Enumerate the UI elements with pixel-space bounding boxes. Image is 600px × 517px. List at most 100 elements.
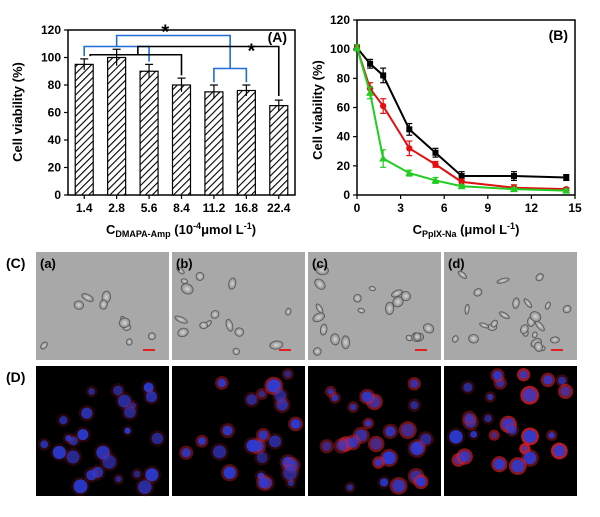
panel-b-point [457,182,466,190]
panel-a-bar [139,70,159,196]
nucleus [117,394,131,408]
brightfield-cell [391,289,403,298]
nucleus [258,430,269,440]
nucleus [198,437,206,446]
panel-a-x-tick-label: 22.4 [267,201,291,215]
panel-b-x-tick-label: 9 [484,201,491,215]
panel-b-point [432,149,439,156]
nucleus [410,441,424,456]
nucleus [151,432,164,445]
panel-a-bar [107,56,127,196]
brightfield-cell [490,319,498,328]
nucleus [217,378,227,388]
nucleus [346,484,354,491]
panel-a-y-tick-label: 80 [48,78,62,92]
nucleus [290,418,301,429]
panel-b-point [432,161,439,168]
brightfield-cell [353,293,362,303]
panel-b-series-line [356,47,567,191]
nucleus [523,451,537,465]
brightfield-cell [180,283,194,295]
panel-a-x-tick-label: 11.2 [203,201,226,215]
brightfield-cell [531,331,538,339]
nucleus [258,477,269,489]
panel-a-y-tick-label: 20 [48,161,62,175]
panel-b-y-tick-label: 0 [343,188,350,202]
nucleus [274,389,287,402]
brightfield-cell [479,322,490,329]
brightfield-cell [341,335,351,350]
brightfield-cell [529,311,542,322]
panel-a-x-axis-label: CDMAPA-Amp (10-4μmol L-1) [106,221,256,239]
brightfield-cell [199,321,209,330]
panel-b-x-tick-label: 3 [397,201,404,215]
micrograph-panel-label: (d) [448,256,465,271]
brightfield-cell [269,340,284,350]
nucleus [370,438,382,450]
nucleus [382,451,396,465]
panel-b-y-tick-label: 20 [337,159,351,173]
panel-b-point [562,186,571,194]
brightfield-cell [40,341,48,350]
nucleus [246,394,258,405]
nucleus [66,450,80,464]
brightfield-cell [315,265,329,276]
brightfield-cell [534,341,543,353]
micrograph-row-c: (C) (a) (b) (c) (d) [6,252,577,360]
panel-b-point [458,173,465,180]
brightfield-background [172,252,305,360]
nucleus [81,407,93,419]
panel-b-point [353,43,361,51]
nucleus [133,470,141,478]
brightfield-cell [498,311,510,320]
nucleus [276,399,288,411]
panel-b-line-chart: (B) Cell viability (%) CPpIX-Na (μmol L-… [310,13,582,239]
brightfield-cell [473,288,483,297]
panel-a-bracket-blue-connector [115,34,231,69]
nucleus [331,394,339,402]
nucleus [487,393,494,401]
nucleus [145,468,159,482]
panel-a-bracket-black-connector [137,45,269,55]
nucleus [223,466,236,479]
nucleus [246,439,259,453]
panel-b-x-tick-label: 6 [441,201,448,215]
nucleus [492,370,503,380]
panel-b-point [510,173,517,180]
brightfield-panel: (a) [36,252,169,360]
brightfield-cell [457,270,468,279]
brightfield-cell [535,273,544,282]
brightfield-cell [523,298,533,309]
panel-a-bar [74,63,94,196]
brightfield-cell [126,338,133,346]
nucleus [115,476,122,483]
panel-a-bar [171,84,192,196]
panel-a-x-tick-label: 5.6 [141,201,158,215]
panel-a-bracket-black-right [268,45,280,96]
brightfield-cell [314,278,326,290]
nucleus [124,427,131,434]
brightfield-cell [176,266,185,275]
micrograph-panel-label: (c) [312,256,328,271]
brightfield-cell [400,291,411,302]
panel-b-point [563,174,570,181]
brightfield-cell [118,317,131,328]
panel-b-x-axis-label: CPpIX-Na (μmol L-1) [413,221,520,239]
brightfield-cell [464,303,470,315]
nucleus [511,459,525,473]
nucleus [365,420,372,427]
panel-b-point [366,88,375,96]
panel-b-point [405,169,414,177]
nucleus [65,435,72,442]
brightfield-cell [385,301,395,316]
nucleus [77,429,89,441]
panel-b-x-tick-label: 12 [525,201,539,215]
nucleus [522,388,537,403]
nucleus [327,388,334,395]
brightfield-cell [225,318,234,332]
nucleus [385,426,396,437]
panel-a-y-tick-label: 0 [54,188,61,202]
nucleus [181,448,191,458]
nucleus [349,403,357,411]
